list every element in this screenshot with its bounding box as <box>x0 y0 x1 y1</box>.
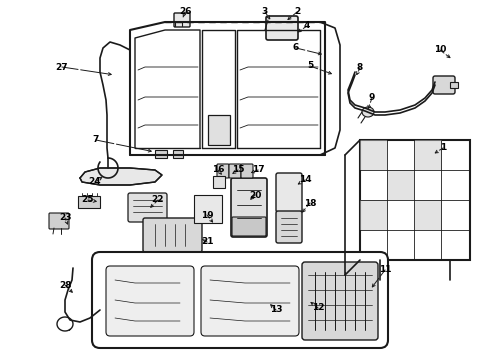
FancyBboxPatch shape <box>432 76 454 94</box>
Text: 5: 5 <box>306 62 312 71</box>
FancyBboxPatch shape <box>302 262 377 340</box>
Text: 21: 21 <box>201 238 213 247</box>
Text: 6: 6 <box>292 44 299 53</box>
Bar <box>449 82 457 88</box>
Bar <box>414 140 441 170</box>
Text: 12: 12 <box>311 303 324 312</box>
FancyBboxPatch shape <box>217 164 228 178</box>
FancyBboxPatch shape <box>201 266 298 336</box>
FancyBboxPatch shape <box>92 252 387 348</box>
FancyBboxPatch shape <box>241 164 252 178</box>
FancyBboxPatch shape <box>174 13 190 27</box>
Text: 2: 2 <box>293 8 300 17</box>
Bar <box>155 150 167 158</box>
FancyBboxPatch shape <box>275 211 302 243</box>
Bar <box>207 115 229 145</box>
FancyBboxPatch shape <box>128 193 167 222</box>
Bar <box>173 150 183 158</box>
FancyBboxPatch shape <box>230 178 266 237</box>
Bar <box>386 170 413 200</box>
FancyBboxPatch shape <box>231 217 265 236</box>
Bar <box>78 196 100 208</box>
Text: 14: 14 <box>298 175 311 184</box>
Text: 28: 28 <box>59 280 71 289</box>
Bar <box>213 176 224 188</box>
Text: 17: 17 <box>251 166 264 175</box>
Text: 10: 10 <box>433 45 445 54</box>
Polygon shape <box>80 168 162 185</box>
Text: 26: 26 <box>179 8 191 17</box>
Ellipse shape <box>361 107 373 117</box>
Bar <box>359 140 469 260</box>
FancyBboxPatch shape <box>265 16 297 40</box>
Text: 27: 27 <box>56 63 68 72</box>
Text: 20: 20 <box>248 190 261 199</box>
Text: 15: 15 <box>231 166 244 175</box>
Text: 1: 1 <box>439 144 445 153</box>
Text: 4: 4 <box>303 22 309 31</box>
Text: 13: 13 <box>269 306 282 315</box>
Bar <box>359 200 386 230</box>
Bar <box>359 140 386 170</box>
Bar <box>414 200 441 230</box>
FancyBboxPatch shape <box>142 218 202 252</box>
Text: 22: 22 <box>151 195 164 204</box>
Text: 23: 23 <box>59 213 71 222</box>
Bar <box>194 195 222 223</box>
Text: 11: 11 <box>378 266 390 274</box>
Text: 7: 7 <box>93 135 99 144</box>
Text: 3: 3 <box>262 8 267 17</box>
Text: 19: 19 <box>200 211 213 220</box>
Text: 16: 16 <box>211 166 224 175</box>
Text: 18: 18 <box>303 198 316 207</box>
Text: 24: 24 <box>88 177 101 186</box>
Text: 8: 8 <box>356 63 363 72</box>
Text: 9: 9 <box>368 94 374 103</box>
FancyBboxPatch shape <box>275 173 302 212</box>
FancyBboxPatch shape <box>49 213 69 229</box>
Text: 25: 25 <box>81 195 94 204</box>
FancyBboxPatch shape <box>228 164 241 178</box>
FancyBboxPatch shape <box>106 266 194 336</box>
